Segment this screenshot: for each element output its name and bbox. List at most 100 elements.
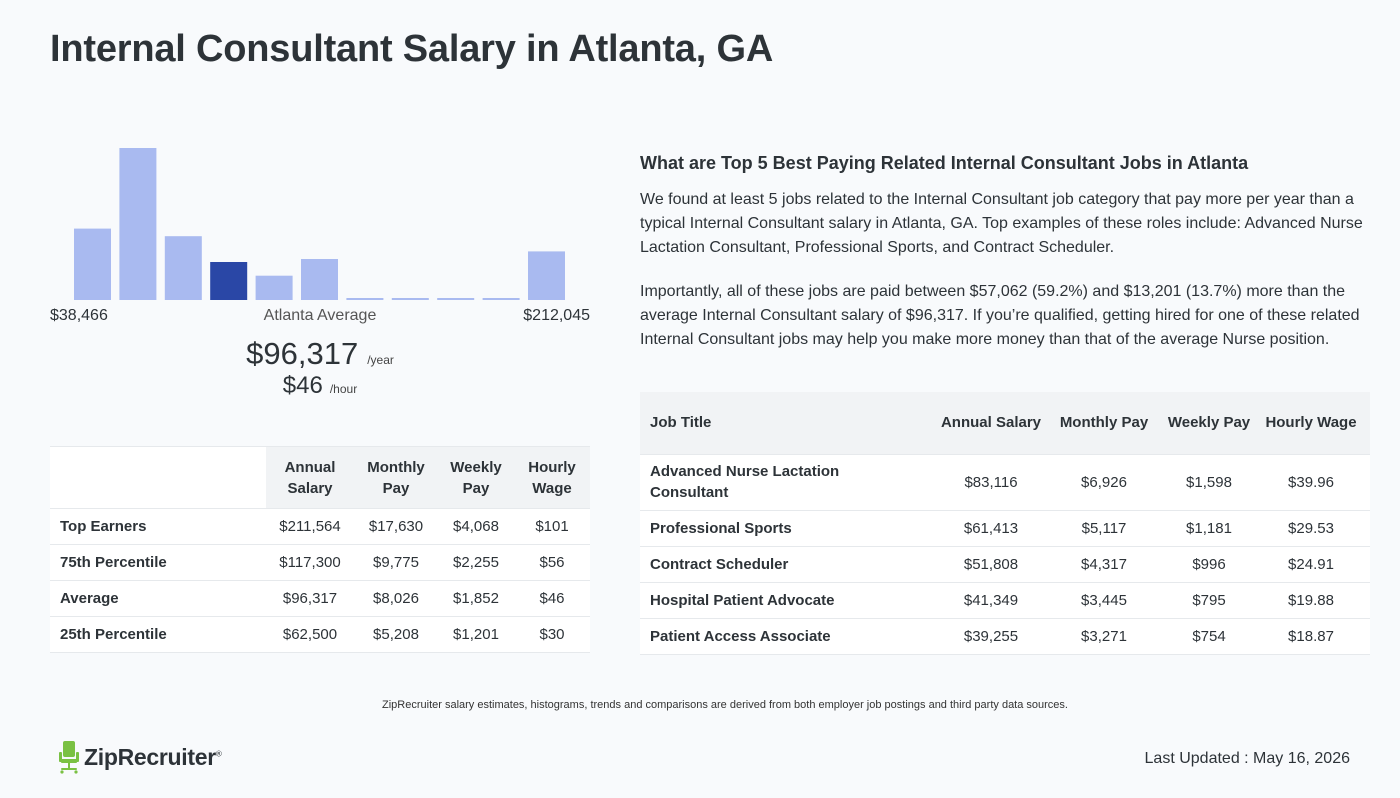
weekly-pay-cell: $996 xyxy=(1166,546,1252,583)
histogram-labels: $38,466 Atlanta Average $212,045 xyxy=(50,307,590,329)
related-jobs-paragraph-1: We found at least 5 jobs related to the … xyxy=(640,191,1363,256)
related-jobs-table: Job Title Annual Salary Monthly Pay Week… xyxy=(640,392,1370,655)
logo-wordmark: ZipRecruiter® xyxy=(84,743,222,771)
chair-icon-part xyxy=(74,770,78,774)
monthly-pay-cell: $6,926 xyxy=(1042,454,1166,511)
annual-salary-cell: $39,255 xyxy=(940,618,1042,655)
page-title: Internal Consultant Salary in Atlanta, G… xyxy=(50,28,774,70)
annual-salary-cell: $211,564 xyxy=(266,508,354,545)
annual-salary-cell: $117,300 xyxy=(266,544,354,581)
weekly-pay-cell: $754 xyxy=(1166,618,1252,655)
related-jobs-section: What are Top 5 Best Paying Related Inter… xyxy=(640,152,1370,352)
average-yearly-salary: $96,317 xyxy=(246,336,359,371)
table-row: Patient Access Associate $39,255 $3,271 … xyxy=(640,618,1370,655)
header-label: Weekly Pay xyxy=(1167,414,1251,432)
weekly-pay-cell: $1,201 xyxy=(438,616,514,653)
job-title-cell: Contract Scheduler xyxy=(640,546,940,583)
table-header-hourly: Hourly Wage xyxy=(514,446,590,509)
hourly-wage-cell: $18.87 xyxy=(1252,618,1370,655)
header-label: Annual Salary xyxy=(940,414,1042,432)
hourly-wage-cell: $101 xyxy=(514,508,590,545)
histogram-bar-average xyxy=(210,262,248,300)
weekly-pay-cell: $795 xyxy=(1166,582,1252,619)
job-title: Advanced Nurse Lactation Consultant xyxy=(650,463,840,501)
monthly-pay-cell: $17,630 xyxy=(354,508,438,545)
header-label: Monthly Pay xyxy=(1059,414,1149,432)
histogram-bar xyxy=(437,298,475,300)
hourly-wage-cell: $19.88 xyxy=(1252,582,1370,619)
average-salary-block: $96,317 /year $46 /hour xyxy=(50,336,590,400)
table-header-row: Annual Salary Monthly Pay Weekly Pay Hou… xyxy=(50,446,590,509)
annual-salary-cell: $62,500 xyxy=(266,616,354,653)
histogram-bar xyxy=(391,298,429,300)
monthly-pay-cell: $9,775 xyxy=(354,544,438,581)
hourly-wage-cell: $24.91 xyxy=(1252,546,1370,583)
header-label: Hourly Wage xyxy=(1265,414,1357,432)
chair-icon-part xyxy=(68,763,70,769)
table-header-row: Job Title Annual Salary Monthly Pay Week… xyxy=(640,392,1370,455)
hourly-wage-cell: $56 xyxy=(514,544,590,581)
hourly-wage-cell: $30 xyxy=(514,616,590,653)
weekly-pay-cell: $2,255 xyxy=(438,544,514,581)
annual-salary-cell: $96,317 xyxy=(266,580,354,617)
job-title-cell: Hospital Patient Advocate xyxy=(640,582,940,619)
table-row: Advanced Nurse Lactation Consultant $83,… xyxy=(640,454,1370,511)
histogram-bar xyxy=(164,236,202,300)
histogram-average-label: Atlanta Average xyxy=(263,307,377,324)
table-row: Average $96,317 $8,026 $1,852 $46 xyxy=(50,580,590,617)
table-row: Contract Scheduler $51,808 $4,317 $996 $… xyxy=(640,546,1370,583)
histogram-bar xyxy=(301,259,338,300)
average-hourly-unit: /hour xyxy=(329,382,358,396)
table-header-annual: Annual Salary xyxy=(266,446,354,509)
histogram-bar xyxy=(255,275,293,300)
monthly-pay-cell: $4,317 xyxy=(1042,546,1166,583)
registered-mark: ® xyxy=(215,748,222,758)
table-header-monthly: Monthly Pay xyxy=(1042,392,1166,455)
table-row: Professional Sports $61,413 $5,117 $1,18… xyxy=(640,510,1370,547)
average-yearly-unit: /year xyxy=(367,353,394,367)
header-label: Job Title xyxy=(650,414,712,432)
table-header-job-title: Job Title xyxy=(640,392,940,455)
table-header-weekly: Weekly Pay xyxy=(1166,392,1252,455)
monthly-pay-cell: $5,117 xyxy=(1042,510,1166,547)
monthly-pay-cell: $8,026 xyxy=(354,580,438,617)
chair-icon xyxy=(59,741,79,774)
table-row: Top Earners $211,564 $17,630 $4,068 $101 xyxy=(50,508,590,545)
table-row: 75th Percentile $117,300 $9,775 $2,255 $… xyxy=(50,544,590,581)
row-label: Top Earners xyxy=(50,508,266,545)
weekly-pay-cell: $4,068 xyxy=(438,508,514,545)
chair-icon-part xyxy=(61,759,77,763)
hourly-wage-cell: $29.53 xyxy=(1252,510,1370,547)
histogram-bar xyxy=(482,298,520,300)
annual-salary-cell: $83,116 xyxy=(940,454,1042,511)
logo-text: ZipRecruiter xyxy=(84,743,216,770)
weekly-pay-cell: $1,598 xyxy=(1166,454,1252,511)
row-label: 25th Percentile xyxy=(50,616,266,653)
histogram-bar xyxy=(74,228,111,300)
chair-icon-part xyxy=(63,741,75,757)
chair-icon-part xyxy=(60,770,64,774)
table-row: 25th Percentile $62,500 $5,208 $1,201 $3… xyxy=(50,616,590,653)
job-title-cell: Patient Access Associate xyxy=(640,618,940,655)
average-hourly-wage: $46 xyxy=(282,372,323,399)
job-title-cell: Advanced Nurse Lactation Consultant xyxy=(640,454,940,511)
monthly-pay-cell: $5,208 xyxy=(354,616,438,653)
header-label: Monthly Pay xyxy=(367,458,425,497)
table-row: Hospital Patient Advocate $41,349 $3,445… xyxy=(640,582,1370,619)
annual-salary-cell: $51,808 xyxy=(940,546,1042,583)
annual-salary-cell: $41,349 xyxy=(940,582,1042,619)
job-title-cell: Professional Sports xyxy=(640,510,940,547)
header-label: Annual Salary xyxy=(284,458,336,497)
ziprecruiter-logo[interactable]: ZipRecruiter® xyxy=(58,740,222,774)
percentile-salary-table: Annual Salary Monthly Pay Weekly Pay Hou… xyxy=(50,446,590,653)
hourly-wage-cell: $46 xyxy=(514,580,590,617)
table-header-hourly: Hourly Wage xyxy=(1252,392,1370,455)
header-label: Hourly Wage xyxy=(528,458,576,497)
chair-icon-part xyxy=(61,768,77,770)
monthly-pay-cell: $3,271 xyxy=(1042,618,1166,655)
histogram-bar xyxy=(119,148,157,300)
table-header-monthly: Monthly Pay xyxy=(354,446,438,509)
histogram-max-label: $212,045 xyxy=(523,307,590,324)
annual-salary-cell: $61,413 xyxy=(940,510,1042,547)
table-header-weekly: Weekly Pay xyxy=(438,446,514,509)
